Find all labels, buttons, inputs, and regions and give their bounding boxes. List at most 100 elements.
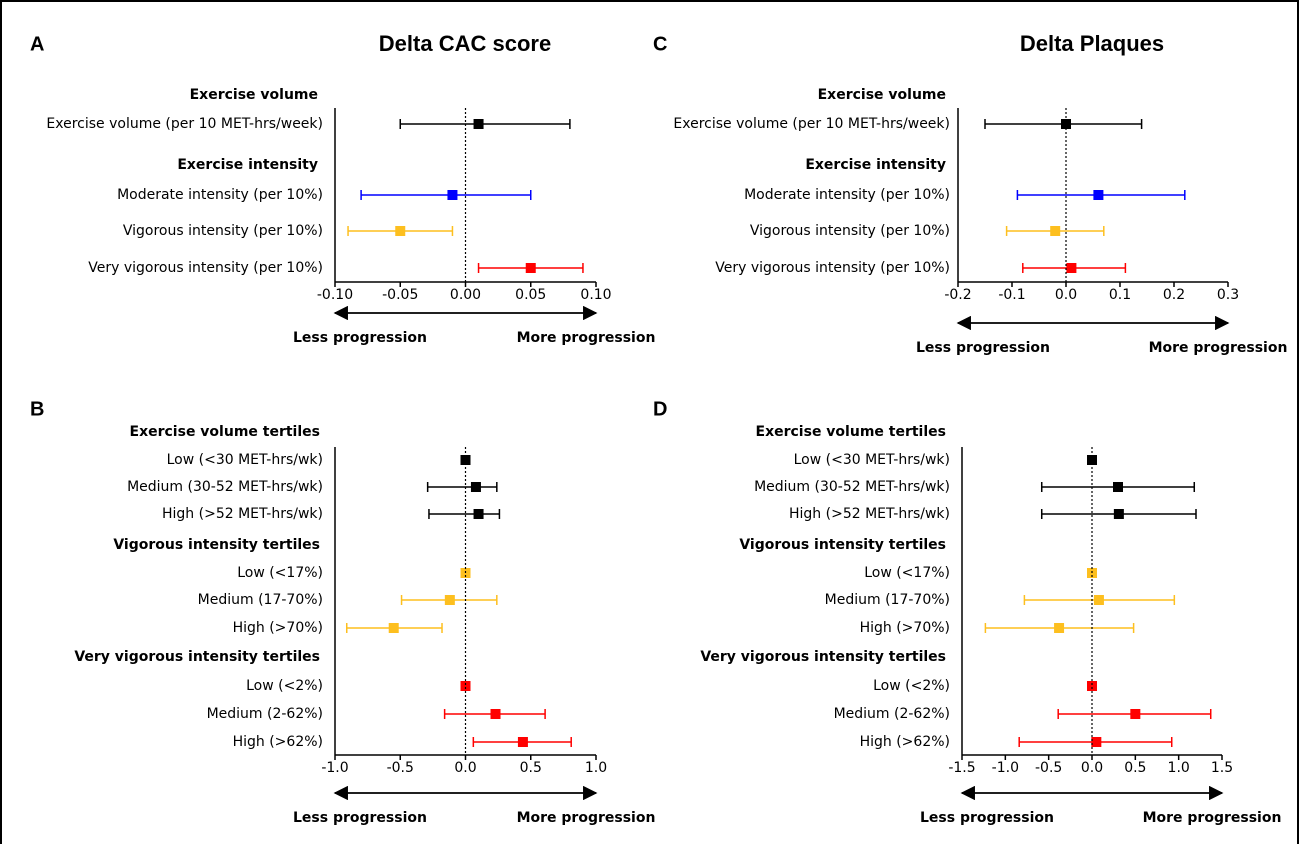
point-estimate <box>490 709 501 719</box>
x-tick-label: 1.0 <box>1168 760 1190 776</box>
x-tick-label: 0.0 <box>454 760 476 776</box>
arrow-label: Less progression <box>916 340 1050 356</box>
row-label: Moderate intensity (per 10%) <box>117 187 323 203</box>
error-bar <box>428 509 501 519</box>
row-label: High (>52 MET-hrs/wk) <box>789 506 950 522</box>
point-estimate <box>1050 226 1061 236</box>
arrow-label: Less progression <box>920 810 1054 826</box>
point-estimate <box>1091 737 1102 747</box>
row-label: Low (<30 MET-hrs/wk) <box>794 452 950 468</box>
arrow-label: More progression <box>1149 340 1288 356</box>
row-label: High (>70%) <box>860 620 950 636</box>
row-label: Medium (30-52 MET-hrs/wk) <box>754 479 950 495</box>
error-bar <box>426 482 498 492</box>
x-tick-label: 0.00 <box>450 287 481 303</box>
row-label: Medium (2-62%) <box>834 706 950 722</box>
x-tick-label: 0.05 <box>515 287 546 303</box>
group-heading: Exercise volume tertiles <box>130 424 320 440</box>
x-tick-label: 1.5 <box>1211 760 1233 776</box>
row-label: Low (<2%) <box>246 678 323 694</box>
x-tick-label: 0.5 <box>1124 760 1146 776</box>
row-label: Moderate intensity (per 10%) <box>744 187 950 203</box>
group-heading: Vigorous intensity tertiles <box>739 537 946 553</box>
row-label: Exercise volume (per 10 MET-hrs/week) <box>46 116 323 132</box>
error-bar <box>399 119 571 129</box>
point-estimate <box>1054 623 1065 633</box>
panel-label: D <box>653 398 667 420</box>
point-estimate <box>460 681 471 691</box>
point-estimate <box>1130 709 1141 719</box>
point-estimate <box>1113 509 1124 519</box>
x-tick-label: 0.5 <box>520 760 542 776</box>
point-estimate <box>1113 482 1123 492</box>
panel-label: A <box>30 33 44 55</box>
row-label: Medium (17-70%) <box>825 592 950 608</box>
arrow-label: More progression <box>1143 810 1282 826</box>
x-tick-label: -0.2 <box>944 287 971 303</box>
group-heading: Very vigorous intensity tertiles <box>74 649 320 665</box>
point-estimate <box>447 190 458 200</box>
x-tick-label: -0.1 <box>998 287 1025 303</box>
row-label: Very vigorous intensity (per 10%) <box>88 260 323 276</box>
row-label: Low (<17%) <box>864 565 950 581</box>
point-estimate <box>517 737 528 747</box>
x-tick-label: -1.5 <box>948 760 975 776</box>
x-tick-label: 0.2 <box>1163 287 1185 303</box>
x-tick-label: -1.0 <box>321 760 348 776</box>
row-label: Vigorous intensity (per 10%) <box>123 223 323 239</box>
row-label: Low (<2%) <box>873 678 950 694</box>
x-tick-label: 0.0 <box>1055 287 1077 303</box>
error-bar <box>360 190 532 200</box>
row-label: High (>52 MET-hrs/wk) <box>162 506 323 522</box>
point-estimate <box>395 226 406 236</box>
x-tick-label: 1.0 <box>585 760 607 776</box>
row-label: High (>62%) <box>233 734 323 750</box>
row-label: Medium (30-52 MET-hrs/wk) <box>127 479 323 495</box>
arrow-label: Less progression <box>293 810 427 826</box>
panel-label: C <box>653 33 667 55</box>
row-label: Vigorous intensity (per 10%) <box>750 223 950 239</box>
point-estimate <box>525 263 536 273</box>
point-estimate <box>444 595 455 605</box>
x-tick-label: -0.5 <box>1035 760 1062 776</box>
point-estimate <box>1066 263 1077 273</box>
group-heading: Exercise intensity <box>805 157 946 173</box>
point-estimate <box>388 623 399 633</box>
group-heading: Very vigorous intensity tertiles <box>700 649 946 665</box>
x-tick-label: -0.05 <box>382 287 418 303</box>
x-tick-label: -0.5 <box>387 760 414 776</box>
row-label: Very vigorous intensity (per 10%) <box>715 260 950 276</box>
point-estimate <box>473 509 484 519</box>
arrow-label: Less progression <box>293 330 427 346</box>
row-label: Medium (2-62%) <box>207 706 323 722</box>
panel-label: B <box>30 398 44 420</box>
x-tick-label: 0.0 <box>1081 760 1103 776</box>
arrow-label: More progression <box>517 330 656 346</box>
point-estimate <box>1093 190 1104 200</box>
chart-title: Delta Plaques <box>1020 31 1164 56</box>
point-estimate <box>1087 681 1097 691</box>
x-tick-label: 0.3 <box>1217 287 1239 303</box>
row-label: Exercise volume (per 10 MET-hrs/week) <box>673 116 950 132</box>
row-label: High (>62%) <box>860 734 950 750</box>
x-tick-label: 0.1 <box>1109 287 1131 303</box>
row-label: Low (<17%) <box>237 565 323 581</box>
x-tick-label: -0.10 <box>317 287 353 303</box>
point-estimate <box>473 119 484 129</box>
point-estimate <box>470 482 481 492</box>
arrow-label: More progression <box>517 810 656 826</box>
group-heading: Exercise volume <box>190 87 318 103</box>
x-tick-label: -1.0 <box>992 760 1019 776</box>
x-tick-label: 0.10 <box>580 287 611 303</box>
row-label: High (>70%) <box>233 620 323 636</box>
group-heading: Exercise volume <box>818 87 946 103</box>
group-heading: Exercise volume tertiles <box>756 424 946 440</box>
group-heading: Vigorous intensity tertiles <box>113 537 320 553</box>
point-estimate <box>1093 595 1104 605</box>
row-label: Medium (17-70%) <box>198 592 323 608</box>
group-heading: Exercise intensity <box>177 157 318 173</box>
row-label: Low (<30 MET-hrs/wk) <box>167 452 323 468</box>
